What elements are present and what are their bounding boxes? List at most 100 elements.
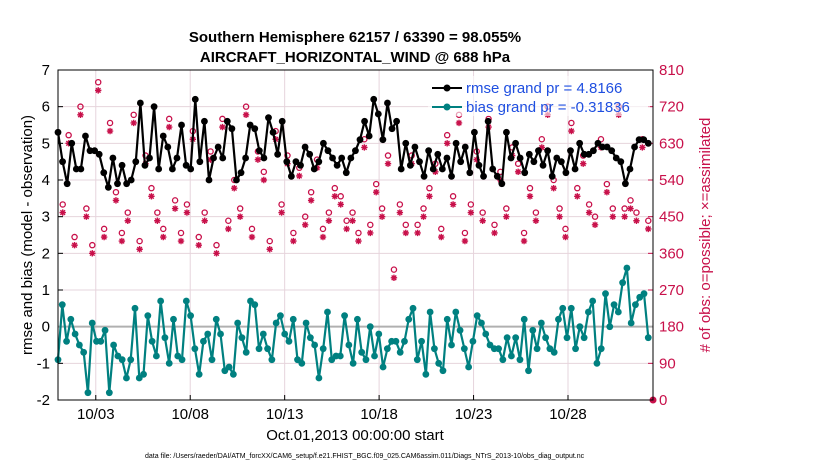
- assimilated-point: [414, 229, 421, 237]
- possible-point: [177, 229, 185, 237]
- possible-point: [532, 209, 540, 216]
- assimilated-point: [633, 217, 640, 224]
- rmse-point: [242, 154, 250, 162]
- y-tick-label-left: 0: [42, 319, 50, 336]
- assimilated-point: [621, 213, 628, 220]
- bias-point: [383, 345, 391, 353]
- assimilated-point: [455, 119, 463, 127]
- bias-point: [105, 389, 113, 397]
- bias-point: [311, 341, 319, 349]
- assimilated-point: [154, 217, 161, 224]
- bias-point: [255, 345, 263, 353]
- bias-point: [401, 337, 408, 345]
- possible-point: [130, 111, 137, 119]
- bias-point: [478, 319, 485, 327]
- rmse-point: [301, 143, 309, 151]
- bias-point: [572, 345, 579, 353]
- rmse-point: [333, 161, 341, 169]
- bias-point: [345, 341, 353, 349]
- rmse-point: [146, 154, 153, 162]
- bias-point: [439, 367, 447, 375]
- rmse-point: [246, 121, 254, 129]
- rmse-point: [123, 180, 131, 188]
- possible-point: [106, 119, 114, 127]
- rmse-point: [557, 158, 565, 166]
- rmse-point: [489, 165, 497, 173]
- rmse-point: [562, 169, 570, 177]
- rmse-point: [118, 161, 126, 169]
- rmse-point: [384, 99, 391, 107]
- bias-point: [298, 359, 306, 367]
- possible-point: [562, 225, 569, 233]
- bias-point: [520, 315, 528, 323]
- rmse-point: [589, 147, 597, 155]
- rmse-point: [640, 136, 648, 144]
- bias-point: [644, 334, 652, 342]
- x-tick-label: 10/08: [171, 406, 209, 423]
- rmse-point: [283, 158, 291, 166]
- bias-point: [212, 315, 220, 323]
- rmse-point: [448, 172, 455, 180]
- assimilated-point: [443, 140, 451, 147]
- bias-point: [71, 330, 79, 338]
- legend-marker-rmse: [443, 84, 451, 92]
- bias-point: [264, 345, 271, 353]
- assimilated-point: [349, 217, 356, 224]
- assimilated-point: [591, 221, 599, 229]
- rmse-point: [255, 147, 263, 155]
- assimilated-point: [307, 197, 315, 204]
- bias-point: [88, 319, 96, 327]
- rmse-point: [260, 154, 268, 162]
- y-tick-label-left: 1: [42, 282, 50, 299]
- bias-point: [473, 312, 481, 320]
- rmse-point: [644, 139, 652, 147]
- bias-point: [537, 319, 545, 327]
- assimilated-point: [106, 127, 114, 135]
- bias-point: [409, 304, 417, 312]
- rmse-point: [77, 165, 85, 173]
- bias-point: [597, 345, 605, 353]
- assimilated-point: [160, 233, 167, 241]
- possible-point: [160, 225, 167, 233]
- rmse-point: [457, 158, 465, 166]
- possible-point: [449, 193, 457, 200]
- rmse-point: [237, 169, 245, 177]
- rmse-point: [59, 158, 66, 166]
- y-tick-label-right: 540: [659, 172, 684, 189]
- y-tick-label-left: 2: [42, 245, 50, 262]
- rmse-point: [114, 180, 121, 188]
- bias-point: [165, 359, 173, 367]
- bias-point: [302, 319, 310, 327]
- bias-point: [619, 279, 627, 287]
- possible-point: [290, 229, 297, 237]
- assimilated-point: [467, 209, 475, 216]
- y-tick-label-right: 180: [659, 319, 684, 336]
- bias-point: [238, 334, 246, 342]
- possible-point: [467, 201, 475, 208]
- assimilated-point: [420, 213, 427, 220]
- rmse-point: [567, 147, 574, 155]
- bias-point: [354, 315, 361, 323]
- rmse-point: [603, 143, 611, 151]
- rmse-point: [178, 121, 185, 129]
- rmse-point: [168, 165, 176, 173]
- possible-point: [633, 209, 640, 216]
- possible-point: [337, 193, 344, 200]
- rmse-point: [617, 158, 625, 166]
- assimilated-point: [331, 193, 338, 200]
- rmse-point: [507, 154, 515, 162]
- rmse-point: [315, 158, 323, 166]
- assimilated-point: [449, 201, 457, 208]
- rmse-point: [466, 169, 474, 177]
- bias-point: [460, 345, 468, 353]
- possible-point: [148, 184, 155, 192]
- bias-point: [259, 330, 267, 338]
- possible-point: [627, 197, 634, 204]
- y-tick-label-right: 720: [659, 99, 684, 116]
- rmse-point: [411, 143, 419, 151]
- legend: rmse grand pr = 4.8166 bias grand pr = -…: [428, 76, 650, 116]
- bias-point: [371, 352, 378, 360]
- x-tick-label: 10/13: [266, 406, 304, 423]
- y-tick-label-left: 7: [42, 62, 50, 79]
